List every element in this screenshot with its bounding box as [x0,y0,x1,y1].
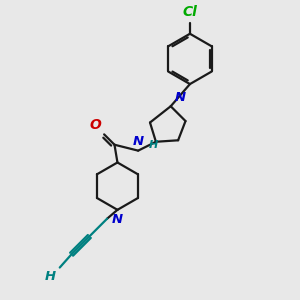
Text: Cl: Cl [182,5,197,19]
Text: N: N [112,213,123,226]
Text: N: N [174,91,185,104]
Text: N: N [133,135,144,148]
Text: O: O [89,118,101,132]
Text: H: H [148,140,158,150]
Text: H: H [45,270,56,283]
